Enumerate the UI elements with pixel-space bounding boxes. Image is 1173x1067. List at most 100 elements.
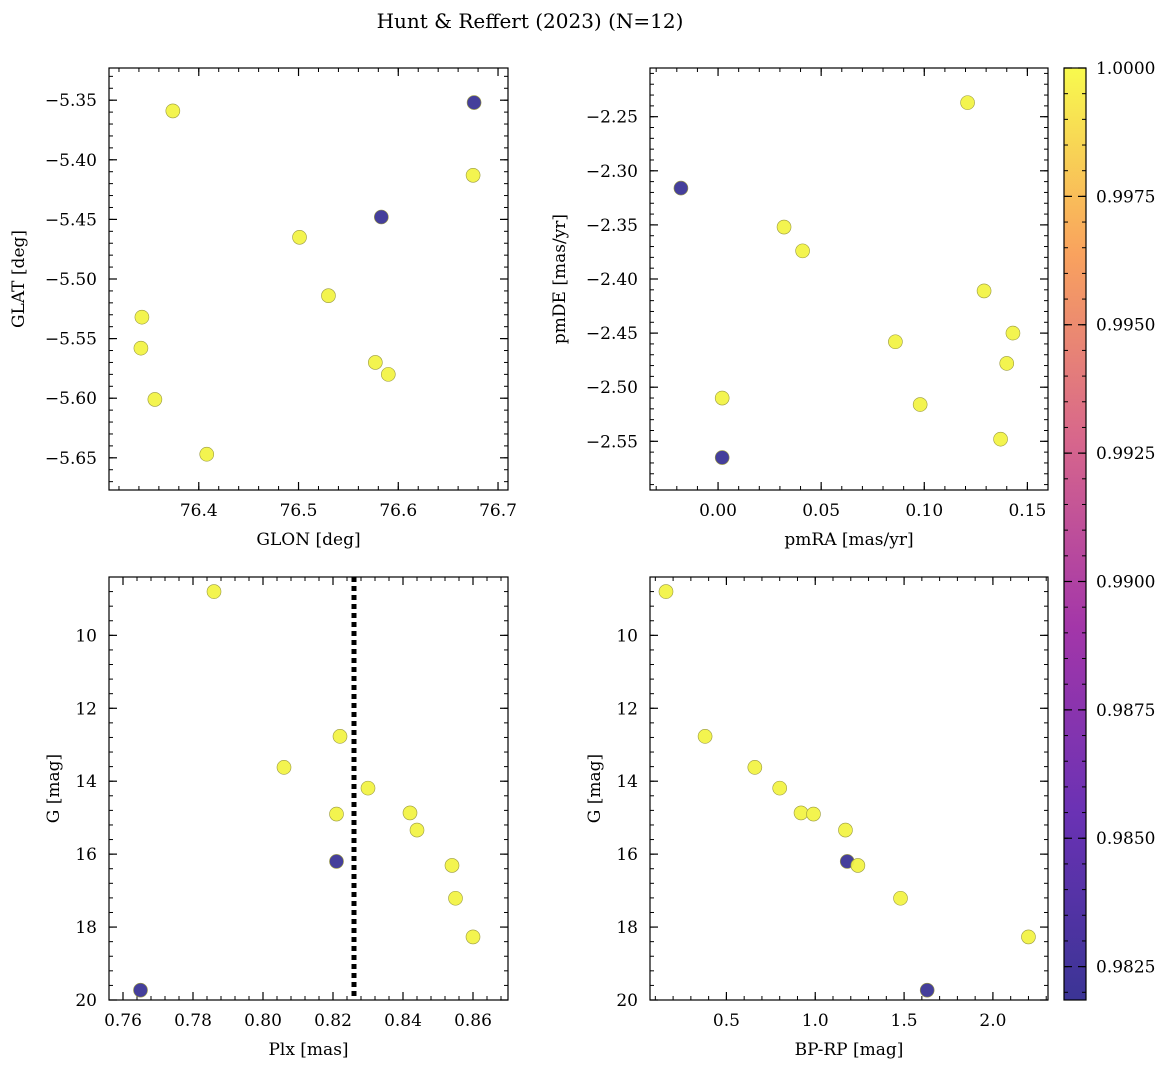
- x-tick-label: 0.05: [802, 501, 840, 521]
- data-point: [133, 340, 149, 356]
- colorbar-tick-label: 0.9975: [1096, 187, 1155, 207]
- panel-4: 0.5 1.0 1.5 2.0 10 12 14 16 18 20 BP-RP [mag] G [ma…: [585, 576, 1049, 1060]
- data-point: [321, 288, 336, 303]
- x-tick-label: 2.0: [979, 1011, 1006, 1031]
- y-tick-label: 20: [75, 991, 97, 1011]
- y-tick-label: 20: [616, 991, 638, 1011]
- y-tick-label: −5.65: [45, 449, 97, 469]
- y-tick-label: 14: [616, 772, 638, 792]
- data-point: [960, 95, 975, 110]
- x-axis-label: BP-RP [mag]: [795, 1040, 904, 1060]
- x-tick-label: 0.15: [1008, 501, 1046, 521]
- data-point: [329, 854, 344, 869]
- plot-frame: [649, 576, 1049, 1001]
- colorbar-gradient: [1063, 67, 1087, 1001]
- data-point: [912, 397, 928, 412]
- colorbar-tick-label: 0.9925: [1096, 444, 1155, 464]
- data-point: [1021, 929, 1036, 945]
- y-tick-label: −5.45: [45, 210, 97, 230]
- colorbar-tick-label: 0.9900: [1096, 572, 1155, 592]
- x-axis-label: Plx [mas]: [268, 1040, 348, 1060]
- data-point: [360, 780, 376, 796]
- data-point: [133, 982, 148, 998]
- x-tick-label: 0.80: [244, 1011, 282, 1031]
- data-point: [332, 729, 348, 744]
- y-tick-label: 12: [616, 699, 638, 719]
- figure-title: Hunt & Reffert (2023) (N=12): [377, 9, 684, 33]
- colorbar-tick-label: 0.9875: [1096, 701, 1155, 721]
- y-tick-label: −2.35: [586, 216, 638, 236]
- y-tick-label: −2.45: [586, 324, 638, 344]
- y-tick-label: −2.25: [586, 108, 638, 128]
- data-point: [714, 390, 730, 406]
- data-point: [465, 929, 481, 945]
- y-tick-label: −5.40: [45, 151, 97, 171]
- plot-frame: [108, 67, 509, 491]
- x-tick-label: 0.5: [713, 1011, 740, 1031]
- plot-frame: [649, 67, 1049, 491]
- colorbar-tick-label: 0.9825: [1096, 958, 1155, 978]
- data-point: [919, 982, 935, 998]
- data-point: [292, 229, 307, 245]
- x-tick-label: 76.7: [479, 501, 517, 521]
- x-tick-label: 76.4: [180, 501, 218, 521]
- y-tick-label: −2.40: [586, 270, 638, 290]
- data-point: [776, 219, 792, 235]
- y-tick-label: −2.50: [586, 378, 638, 398]
- x-axis-label: GLON [deg]: [256, 530, 360, 550]
- data-point: [199, 446, 215, 462]
- y-axis-label: G [mag]: [585, 754, 605, 823]
- data-point: [409, 822, 425, 838]
- x-tick-label: 0.00: [699, 501, 737, 521]
- data-point: [276, 760, 292, 775]
- x-tick-label: 0.76: [104, 1011, 142, 1031]
- y-tick-label: 12: [75, 699, 97, 719]
- y-tick-label: −5.55: [45, 330, 97, 350]
- x-tick-label: 76.6: [379, 501, 417, 521]
- colorbar: 1.0000 0.9975 0.9950 0.9925 0.9900 0.9875 0.98…: [1063, 59, 1155, 1001]
- panel-3: 0.76 0.78 0.80 0.82 0.84 0.86 10 12 14 16 18 20 Plx …: [44, 576, 509, 1060]
- y-axis-label: GLAT [deg]: [9, 230, 29, 328]
- y-tick-label: 10: [75, 626, 97, 646]
- y-tick-label: −5.35: [45, 91, 97, 111]
- x-tick-label: 1.0: [802, 1011, 829, 1031]
- data-point: [374, 209, 389, 225]
- colorbar-tick-label: 1.0000: [1096, 59, 1155, 79]
- data-point: [999, 356, 1015, 371]
- y-axis-label: pmDE [mas/yr]: [550, 214, 570, 344]
- x-tick-label: 0.84: [384, 1011, 422, 1031]
- y-tick-label: −5.60: [45, 389, 97, 409]
- data-point: [793, 805, 809, 821]
- y-tick-label: 16: [616, 845, 638, 865]
- data-point: [465, 167, 481, 183]
- data-point: [134, 309, 150, 325]
- data-point: [976, 283, 992, 299]
- data-point: [380, 367, 396, 382]
- data-point: [850, 858, 866, 873]
- y-tick-label: 18: [616, 918, 638, 938]
- x-axis-label: pmRA [mas/yr]: [784, 530, 913, 550]
- data-point: [838, 822, 853, 838]
- x-tick-label: 0.10: [905, 501, 943, 521]
- y-tick-label: −2.30: [586, 162, 638, 182]
- data-point: [714, 450, 730, 465]
- colorbar-tick-label: 0.9850: [1096, 829, 1155, 849]
- panel-2: 0.00 0.05 0.10 0.15 −2.25 −2.30 −2.35 −2.40 −2.4…: [550, 67, 1049, 550]
- x-tick-label: 0.82: [314, 1011, 352, 1031]
- y-axis-label: G [mag]: [44, 754, 64, 823]
- x-tick-label: 1.5: [891, 1011, 918, 1031]
- y-tick-label: 16: [75, 845, 97, 865]
- data-point: [673, 180, 689, 196]
- data-point: [147, 392, 163, 407]
- colorbar-tick-label: 0.9950: [1096, 316, 1155, 336]
- data-point: [697, 729, 713, 744]
- data-point: [329, 806, 344, 822]
- y-tick-label: 10: [616, 626, 638, 646]
- data-point: [795, 243, 810, 259]
- panel-1: 76.4 76.5 76.6 76.7 −5.35 −5.40 −5.45 −5.50 −5.5…: [9, 67, 517, 550]
- data-point: [1005, 325, 1021, 341]
- data-point: [888, 334, 903, 350]
- data-point: [658, 584, 674, 599]
- y-tick-label: −2.55: [586, 432, 638, 452]
